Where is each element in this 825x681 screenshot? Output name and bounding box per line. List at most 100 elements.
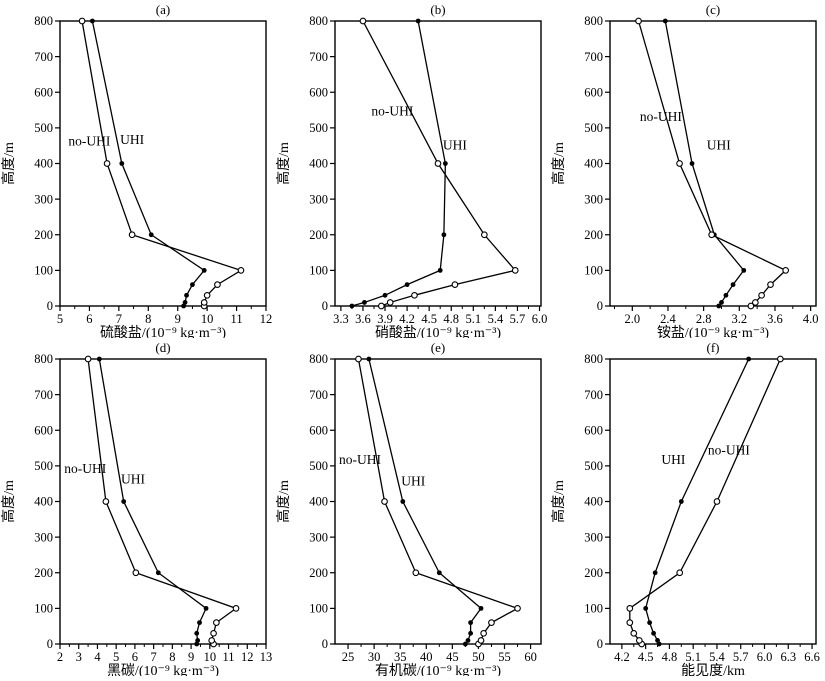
filled-circle-marker bbox=[478, 605, 484, 611]
y-tick-label: 200 bbox=[584, 228, 603, 242]
subplot-d: 2 3 4 5 6 7 8 9 10 11 12 13 0 100 200 300 400 500 600 700 80… bbox=[0, 338, 275, 679]
x-tick-label: 13 bbox=[260, 650, 273, 664]
chart-c: 2.0 2.4 2.8 3.2 3.6 4.0 0 100 200 300 400 500 600 700… bbox=[550, 2, 819, 341]
x-tick-label: 3.6 bbox=[767, 312, 783, 326]
filled-circle-marker bbox=[96, 356, 102, 362]
series-label: UHI bbox=[401, 473, 425, 488]
filled-circle-marker bbox=[462, 641, 468, 647]
subplot-title: (d) bbox=[155, 340, 170, 355]
open-circle-marker bbox=[752, 299, 759, 306]
y-axis: 0 100 200 300 400 500 600 700 800 bbox=[309, 14, 335, 313]
series-label: no-UHI bbox=[339, 452, 381, 467]
open-circle-marker bbox=[434, 160, 442, 167]
series-label: UHI bbox=[707, 137, 731, 152]
open-circle-marker bbox=[511, 267, 519, 274]
open-circle-marker bbox=[359, 17, 367, 25]
y-tick-label: 800 bbox=[34, 14, 53, 28]
x-tick-label: 12 bbox=[241, 650, 254, 664]
open-circle-marker bbox=[132, 569, 140, 577]
x-tick-label: 9 bbox=[175, 312, 181, 326]
filled-circle-marker bbox=[349, 303, 355, 309]
filled-circle-marker bbox=[121, 499, 127, 504]
filled-circle-marker bbox=[716, 303, 722, 309]
x-tick-label: 8 bbox=[169, 650, 175, 664]
no-uhi-markers bbox=[84, 355, 240, 648]
y-tick-label: 500 bbox=[34, 459, 53, 473]
filled-circle-marker bbox=[441, 232, 447, 238]
filled-circle-marker bbox=[465, 638, 471, 643]
open-circle-marker bbox=[412, 569, 420, 577]
x-tick-label: 9 bbox=[188, 650, 194, 664]
filled-circle-marker bbox=[119, 161, 125, 166]
x-tick-label: 7 bbox=[116, 312, 122, 326]
y-tick-label: 300 bbox=[309, 530, 328, 544]
subplot-b: 3.3 3.6 3.9 4.2 4.5 4.8 5.1 5.4 5.7 6.0 0 100 200 300… bbox=[275, 0, 550, 341]
y-tick-label: 300 bbox=[34, 530, 53, 544]
x-axis-title: 铵盐/(10⁻⁹ kg·m⁻³) bbox=[657, 325, 769, 338]
filled-circle-marker bbox=[184, 292, 189, 298]
series-label: no-UHI bbox=[371, 103, 413, 118]
filled-circle-marker bbox=[201, 267, 207, 273]
y-tick-label: 600 bbox=[34, 85, 53, 99]
subplot-c: 2.0 2.4 2.8 3.2 3.6 4.0 0 100 200 300 400 500 600 700… bbox=[550, 0, 825, 341]
series-label: UHI bbox=[661, 452, 685, 467]
open-circle-marker bbox=[103, 160, 111, 167]
subplot-title: (e) bbox=[431, 340, 445, 355]
plot-box bbox=[609, 20, 817, 307]
open-circle-marker bbox=[84, 355, 92, 363]
open-circle-marker bbox=[200, 299, 208, 306]
no-uhi-profile-line bbox=[87, 358, 238, 645]
open-circle-marker bbox=[776, 355, 784, 363]
open-circle-marker bbox=[514, 605, 521, 612]
y-tick-label: 100 bbox=[34, 602, 53, 616]
series-label: no-UHI bbox=[640, 109, 682, 124]
y-tick-label: 400 bbox=[309, 495, 328, 509]
subplot-title: (f) bbox=[707, 340, 720, 355]
y-tick-label: 300 bbox=[309, 192, 328, 206]
filled-circle-marker bbox=[148, 232, 154, 238]
open-circle-marker bbox=[237, 267, 245, 274]
open-circle-marker bbox=[477, 637, 485, 644]
x-axis: 5 6 7 8 9 10 11 12 bbox=[57, 306, 272, 326]
filled-circle-marker bbox=[468, 630, 473, 636]
filled-circle-marker bbox=[746, 356, 752, 362]
filled-circle-marker bbox=[415, 18, 421, 24]
open-circle-marker bbox=[782, 267, 790, 274]
y-axis: 0 100 200 300 400 500 600 700 800 bbox=[584, 14, 610, 313]
x-tick-label: 5.4 bbox=[488, 312, 504, 326]
subplot-title: (b) bbox=[430, 2, 445, 17]
plot-box bbox=[59, 20, 267, 307]
x-tick-label: 11 bbox=[231, 312, 243, 326]
open-circle-marker bbox=[626, 605, 634, 612]
filled-circle-marker bbox=[155, 570, 161, 576]
y-tick-label: 0 bbox=[322, 299, 328, 313]
x-tick-label: 7 bbox=[151, 650, 157, 664]
filled-circle-marker bbox=[366, 356, 372, 362]
uhi-profile-line bbox=[351, 20, 447, 307]
y-tick-label: 600 bbox=[309, 85, 328, 99]
uhi-profile-line bbox=[644, 358, 750, 645]
filled-circle-marker bbox=[647, 620, 653, 626]
open-circle-marker bbox=[411, 291, 418, 299]
y-tick-label: 500 bbox=[309, 459, 328, 473]
open-circle-marker bbox=[78, 17, 86, 25]
open-circle-marker bbox=[208, 637, 216, 644]
x-tick-label: 4.0 bbox=[803, 312, 819, 326]
x-axis: 2.0 2.4 2.8 3.2 3.6 4.0 bbox=[613, 306, 819, 326]
uhi-markers bbox=[366, 356, 484, 647]
y-tick-label: 700 bbox=[584, 50, 603, 64]
uhi-profile-line bbox=[98, 358, 207, 645]
y-tick-label: 0 bbox=[47, 637, 53, 651]
y-tick-label: 500 bbox=[34, 121, 53, 135]
y-tick-label: 700 bbox=[34, 388, 53, 402]
x-tick-label: 10 bbox=[204, 650, 217, 664]
filled-circle-marker bbox=[741, 267, 747, 273]
x-tick-label: 3.9 bbox=[377, 312, 393, 326]
x-tick-label: 5.1 bbox=[685, 650, 701, 664]
y-tick-label: 400 bbox=[34, 495, 53, 509]
open-circle-marker bbox=[480, 629, 487, 637]
open-circle-marker bbox=[214, 281, 221, 288]
y-tick-label: 500 bbox=[584, 459, 603, 473]
y-tick-label: 700 bbox=[34, 50, 53, 64]
filled-circle-marker bbox=[689, 161, 695, 166]
